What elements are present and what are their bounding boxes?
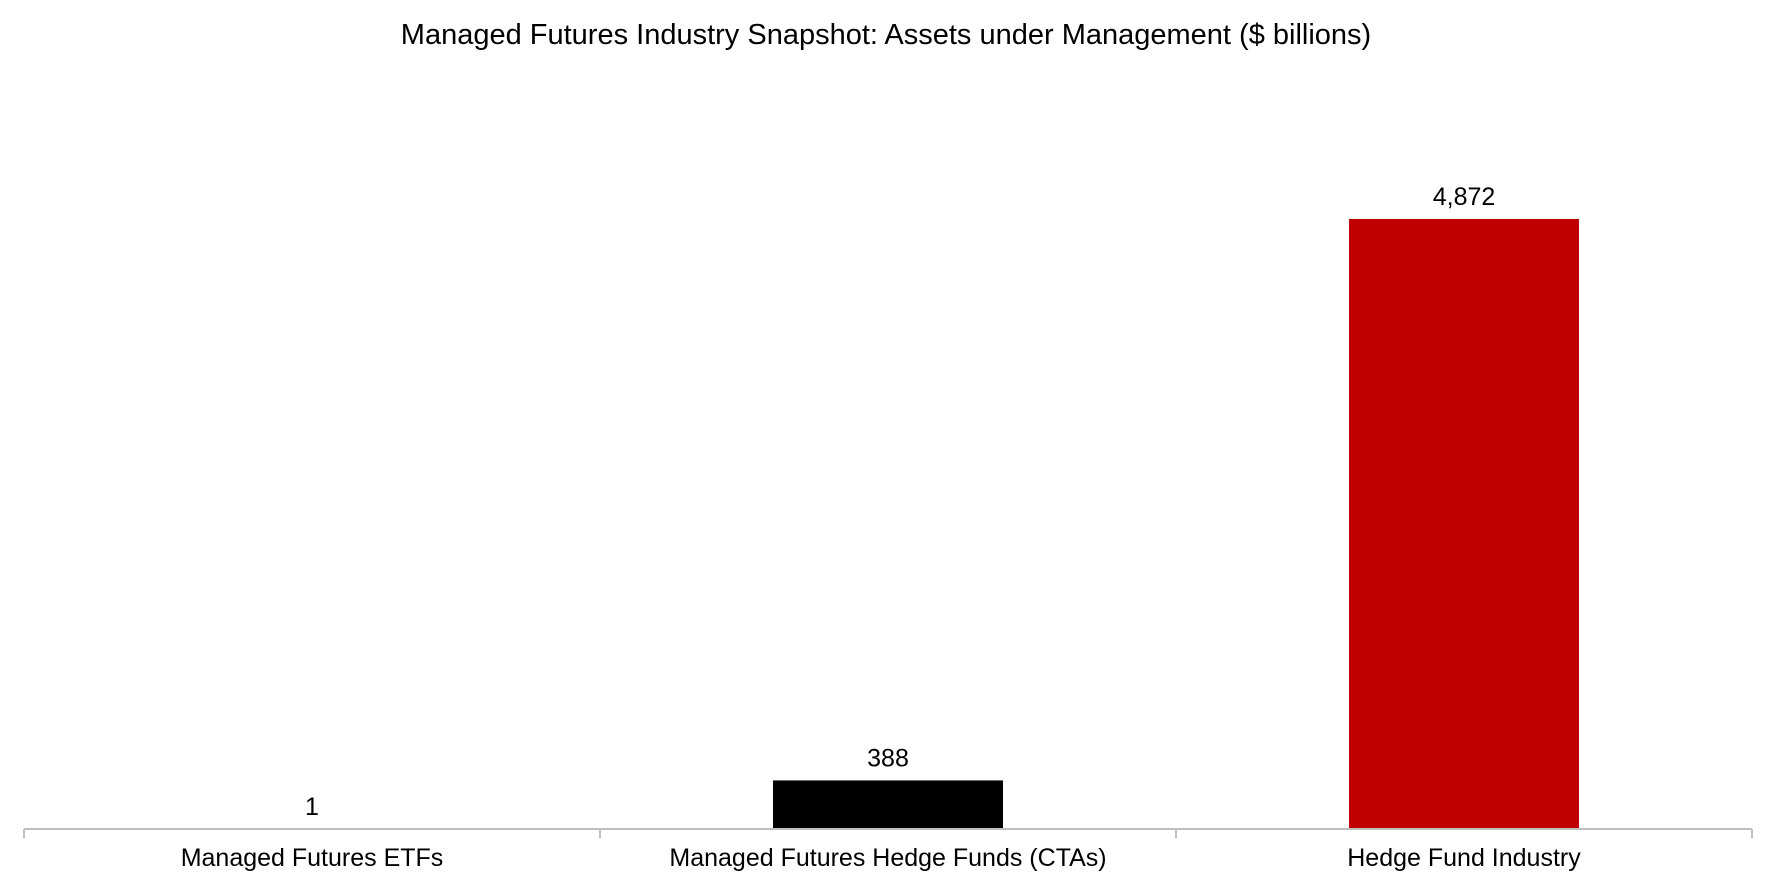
category-label-managed-futures-etfs: Managed Futures ETFs: [181, 844, 444, 872]
x-axis-ticks: [23, 829, 1753, 838]
value-label-managed-futures-hedge-funds-ctas: 388: [867, 744, 909, 772]
bars-group: [197, 219, 1579, 829]
bar-managed-futures-hedge-funds-ctas: [773, 780, 1003, 829]
value-labels-group: 1 388 4,872: [305, 183, 1495, 821]
bar-hedge-fund-industry: [1349, 219, 1579, 829]
category-label-managed-futures-hedge-funds-ctas: Managed Futures Hedge Funds (CTAs): [669, 844, 1106, 872]
value-label-managed-futures-etfs: 1: [305, 793, 319, 821]
chart-title: Managed Futures Industry Snapshot: Asset…: [401, 19, 1371, 51]
category-label-hedge-fund-industry: Hedge Fund Industry: [1347, 844, 1581, 872]
value-label-hedge-fund-industry: 4,872: [1433, 183, 1496, 211]
category-labels-group: Managed Futures ETFs Managed Futures Hedg…: [181, 844, 1582, 872]
